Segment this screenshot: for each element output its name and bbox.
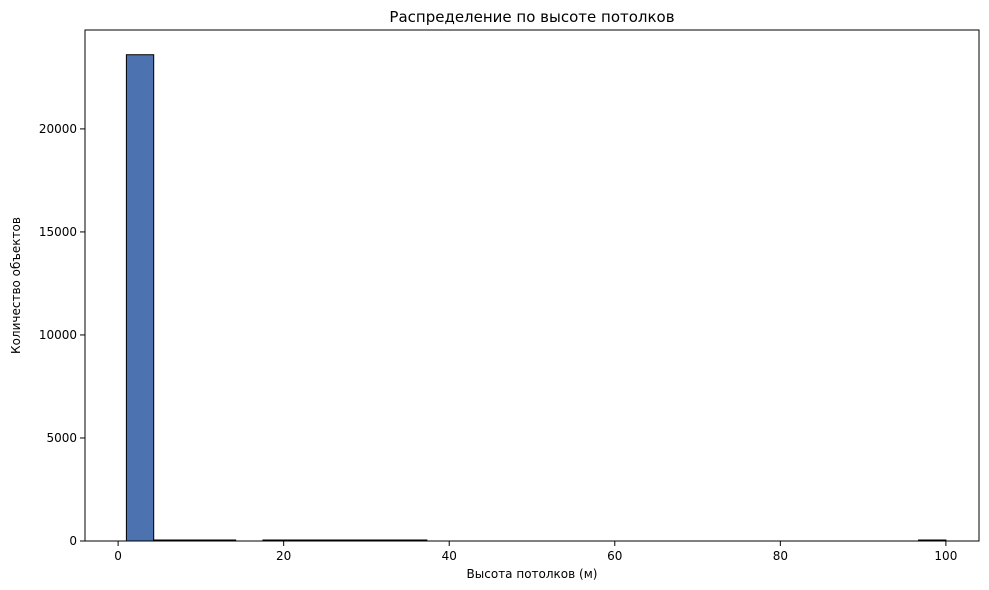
x-axis-ticks: 0 20 40 60 80 100 — [114, 541, 957, 563]
y-tick-label: 15000 — [39, 225, 77, 239]
x-tick-label: 80 — [773, 549, 788, 563]
y-tick-label: 5000 — [46, 431, 77, 445]
chart-title: Распределение по высоте потолков — [389, 8, 674, 26]
x-tick-label: 60 — [607, 549, 622, 563]
y-tick-label: 10000 — [39, 328, 77, 342]
histogram-bar — [125, 54, 155, 542]
plot-frame — [84, 29, 980, 542]
x-tick-label: 0 — [114, 549, 122, 563]
x-tick-label: 40 — [442, 549, 457, 563]
y-tick-label: 20000 — [39, 122, 77, 136]
x-tick-label: 100 — [934, 549, 957, 563]
y-axis-ticks: 0 5000 10000 15000 20000 — [39, 122, 85, 548]
y-axis-label: Количество объектов — [9, 217, 23, 354]
x-tick-label: 20 — [276, 549, 291, 563]
y-tick-label: 0 — [69, 534, 77, 548]
x-axis-label: Высота потолков (м) — [467, 567, 598, 581]
bars-group — [125, 54, 947, 542]
